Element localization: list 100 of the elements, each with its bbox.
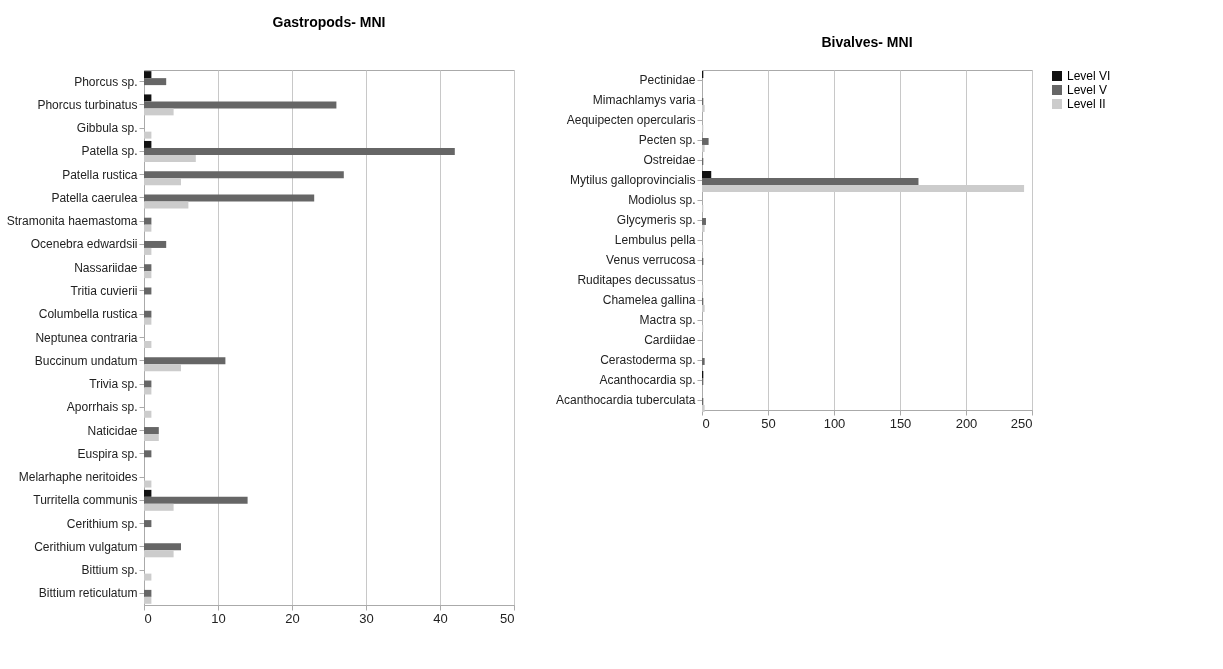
- bar: [144, 287, 152, 295]
- bar: [144, 503, 174, 511]
- y-tick-label: Columbella rustica: [38, 307, 138, 322]
- bar: [144, 317, 152, 325]
- y-tick-label: Mactra sp.: [639, 313, 696, 327]
- bar: [702, 171, 712, 178]
- bar: [144, 520, 152, 528]
- chart-title: Gastropods- MNI: [272, 14, 386, 30]
- bar: [144, 310, 152, 318]
- bar: [144, 71, 152, 79]
- bar: [144, 171, 344, 179]
- bar: [702, 144, 705, 152]
- x-tick-label: 250: [1010, 415, 1033, 431]
- x-tick-label: 20: [285, 610, 300, 626]
- x-tick-label: 50: [500, 610, 515, 626]
- y-tick-label: Buccinum undatum: [34, 353, 138, 368]
- bar: [144, 147, 455, 155]
- y-tick-label: Aporrhais sp.: [66, 400, 138, 415]
- x-tick-label: 30: [359, 610, 374, 626]
- bar: [702, 217, 706, 225]
- y-tick-label: Euspira sp.: [77, 446, 138, 461]
- y-tick-label: Mytilus galloprovincialis: [570, 173, 696, 187]
- bar: [144, 224, 152, 232]
- bar: [144, 357, 226, 365]
- y-tick-label: Ostreidae: [643, 153, 696, 167]
- x-tick-label: 10: [211, 610, 226, 626]
- bar: [144, 573, 152, 581]
- y-tick-label: Nassariidae: [74, 260, 138, 275]
- y-tick-label: Phorcus turbinatus: [37, 97, 138, 112]
- y-tick-label: Mimachlamys varia: [592, 93, 696, 107]
- y-tick-label: Bittium reticulatum: [38, 586, 138, 601]
- bar: [144, 496, 248, 504]
- x-tick-label: 100: [823, 415, 846, 431]
- y-tick-label: Glycymeris sp.: [616, 213, 696, 227]
- bar: [144, 480, 152, 488]
- bar: [144, 217, 152, 225]
- y-tick-label: Tritia cuvierii: [70, 283, 138, 298]
- y-tick-label: Cerastoderma sp.: [600, 353, 696, 367]
- bar: [144, 264, 152, 272]
- y-tick-label: Venus verrucosa: [606, 253, 696, 267]
- bar: [144, 364, 181, 372]
- bar: [144, 94, 152, 102]
- x-tick-label: 50: [761, 415, 776, 431]
- bar: [144, 271, 152, 279]
- bar: [144, 201, 189, 209]
- bar: [144, 340, 152, 348]
- y-tick-label: Aequipecten opercularis: [566, 113, 696, 127]
- legend-label: Level II: [1067, 97, 1106, 111]
- x-tick-label: 0: [702, 415, 710, 431]
- bar: [702, 177, 919, 185]
- y-tick-label: Ruditapes decussatus: [577, 273, 696, 287]
- bar: [144, 78, 167, 86]
- y-tick-label: Cerithium sp.: [66, 516, 138, 531]
- bar: [144, 434, 159, 442]
- y-tick-label: Stramonita haemastoma: [6, 214, 138, 229]
- y-tick-label: Modiolus sp.: [628, 193, 696, 207]
- bar: [144, 596, 152, 604]
- x-tick-label: 150: [889, 415, 912, 431]
- y-tick-label: Pecten sp.: [638, 133, 696, 147]
- bar: [144, 543, 181, 551]
- bar: [144, 550, 174, 558]
- y-tick-label: Patella caerulea: [51, 190, 138, 205]
- y-tick-label: Pectinidae: [639, 73, 696, 87]
- bar: [702, 404, 705, 412]
- legend-label: Level VI: [1067, 69, 1111, 83]
- y-tick-label: Chamelea gallina: [602, 293, 696, 307]
- y-tick-label: Melarhaphe neritoides: [18, 470, 138, 485]
- bar: [144, 131, 152, 139]
- y-tick-label: Cerithium vulgatum: [34, 539, 138, 554]
- bar: [144, 427, 159, 435]
- y-tick-label: Lembulus pella: [614, 233, 696, 247]
- legend-label: Level V: [1067, 83, 1108, 97]
- bar: [702, 304, 705, 312]
- y-tick-label: Naticidae: [87, 423, 138, 438]
- bar: [144, 240, 167, 248]
- bar: [144, 450, 152, 458]
- bar: [144, 108, 174, 116]
- bar: [702, 137, 709, 145]
- bar: [144, 247, 152, 255]
- bar: [702, 104, 705, 112]
- bar: [144, 154, 196, 162]
- y-tick-label: Ocenebra edwardsii: [30, 237, 138, 252]
- bar: [144, 140, 152, 148]
- bar: [702, 224, 705, 232]
- y-tick-label: Patella rustica: [62, 167, 138, 182]
- x-tick-label: 200: [955, 415, 978, 431]
- bar: [144, 589, 152, 597]
- bar: [144, 410, 152, 418]
- y-tick-label: Gibbula sp.: [76, 121, 138, 136]
- bar: [144, 380, 152, 388]
- y-tick-label: Turritella communis: [33, 493, 138, 508]
- y-tick-label: Patella sp.: [81, 144, 138, 159]
- y-tick-label: Acanthocardia sp.: [599, 373, 696, 387]
- bar: [702, 357, 705, 365]
- chart-title: Bivalves- MNI: [821, 34, 913, 50]
- y-tick-label: Bittium sp.: [81, 563, 138, 578]
- y-tick-label: Trivia sp.: [89, 377, 138, 392]
- x-tick-label: 40: [433, 610, 448, 626]
- y-tick-label: Acanthocardia tuberculata: [556, 393, 696, 407]
- y-tick-label: Phorcus sp.: [74, 74, 138, 89]
